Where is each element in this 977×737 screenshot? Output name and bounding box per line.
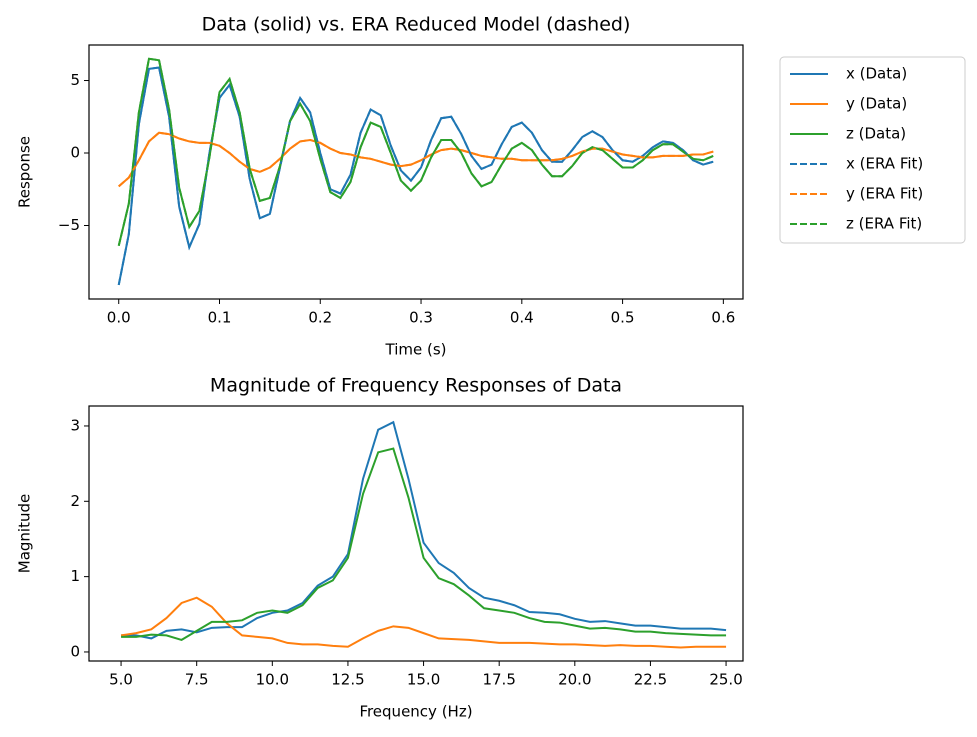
axes-frame	[88, 44, 744, 300]
y-tick-label: 5	[70, 71, 80, 89]
x-axis-label: Frequency (Hz)	[359, 703, 472, 721]
series-line	[118, 131, 714, 188]
x-tick-label: 0.0	[107, 309, 131, 327]
series-line	[120, 596, 727, 649]
legend-label: z (ERA Fit)	[846, 215, 922, 233]
x-tick-label: 0.3	[409, 309, 433, 327]
series-line	[121, 420, 727, 640]
x-tick-label: 22.5	[634, 671, 667, 689]
legend-label: y (ERA Fit)	[846, 185, 923, 203]
x-tick-label: 25.0	[709, 671, 742, 689]
x-tick-label: 5.0	[109, 671, 133, 689]
legend-label: y (Data)	[846, 95, 907, 113]
chart-title: Data (solid) vs. ERA Reduced Model (dash…	[202, 14, 631, 36]
series-line	[117, 57, 714, 247]
x-tick-label: 12.5	[331, 671, 364, 689]
x-tick-label: 15.0	[407, 671, 440, 689]
y-tick-label: −5	[58, 216, 80, 234]
x-tick-label: 0.2	[308, 309, 332, 327]
series-line	[117, 57, 714, 247]
legend-label: x (Data)	[846, 65, 907, 83]
y-tick-label: 2	[70, 492, 80, 510]
legend-label: z (Data)	[846, 125, 906, 143]
series-line	[121, 447, 727, 641]
x-tick-label: 0.1	[208, 309, 232, 327]
x-tick-label: 0.5	[611, 309, 635, 327]
x-tick-label: 7.5	[185, 671, 209, 689]
x-tick-label: 10.0	[256, 671, 289, 689]
y-tick-label: 0	[70, 642, 80, 660]
y-tick-label: 0	[70, 144, 80, 162]
x-tick-label: 0.6	[711, 309, 735, 327]
legend-label: x (ERA Fit)	[846, 155, 923, 173]
y-tick-label: 1	[70, 567, 80, 585]
x-tick-label: 17.5	[482, 671, 515, 689]
y-axis-label: Magnitude	[16, 494, 34, 573]
y-tick-label: 3	[70, 416, 80, 434]
series-line	[117, 66, 714, 286]
series-line	[117, 66, 714, 286]
x-tick-label: 0.4	[510, 309, 534, 327]
x-axis-label: Time (s)	[385, 341, 447, 359]
chart-title: Magnitude of Frequency Responses of Data	[210, 375, 622, 397]
y-axis-label: Response	[16, 136, 34, 208]
x-tick-label: 20.0	[558, 671, 591, 689]
axes-frame	[88, 405, 744, 662]
